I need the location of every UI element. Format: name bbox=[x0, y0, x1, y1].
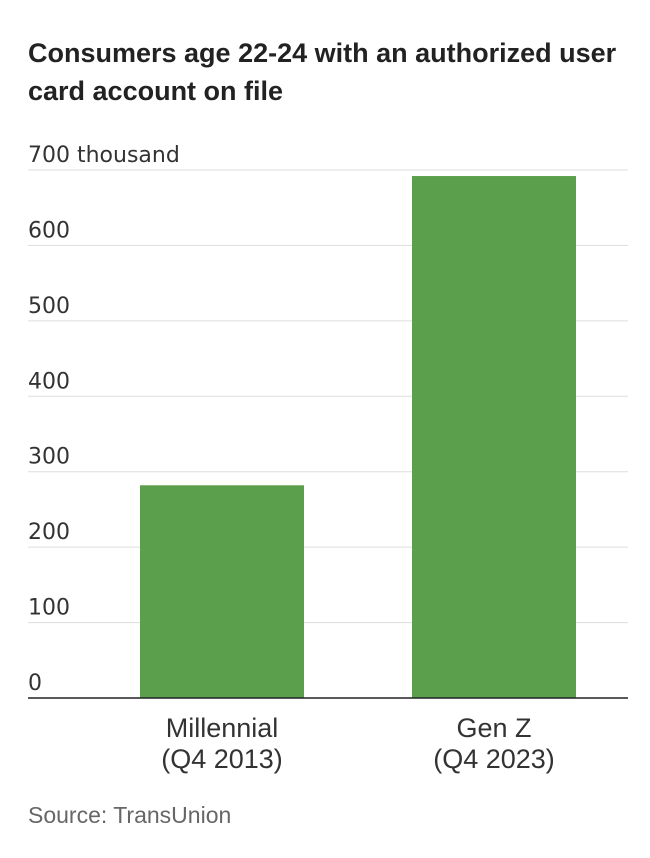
y-tick-label: 300 bbox=[28, 445, 70, 470]
source-note: Source: TransUnion bbox=[28, 802, 232, 828]
y-tick-label: 100 bbox=[28, 596, 70, 621]
bar bbox=[412, 176, 576, 698]
y-tick-label: 0 bbox=[28, 671, 42, 696]
y-tick-label: 600 bbox=[28, 218, 70, 243]
bar bbox=[140, 485, 304, 698]
y-tick-label: 500 bbox=[28, 294, 70, 319]
y-tick-label: 700 thousand bbox=[28, 143, 180, 168]
x-category-label: Millennial bbox=[166, 713, 279, 743]
x-category-sublabel: (Q4 2023) bbox=[433, 744, 555, 774]
chart-title: Consumers age 22-24 with an authorized u… bbox=[28, 38, 617, 106]
x-category-sublabel: (Q4 2013) bbox=[161, 744, 283, 774]
y-tick-label: 400 bbox=[28, 369, 70, 394]
y-tick-label: 200 bbox=[28, 520, 70, 545]
x-category-label: Gen Z bbox=[456, 713, 531, 743]
